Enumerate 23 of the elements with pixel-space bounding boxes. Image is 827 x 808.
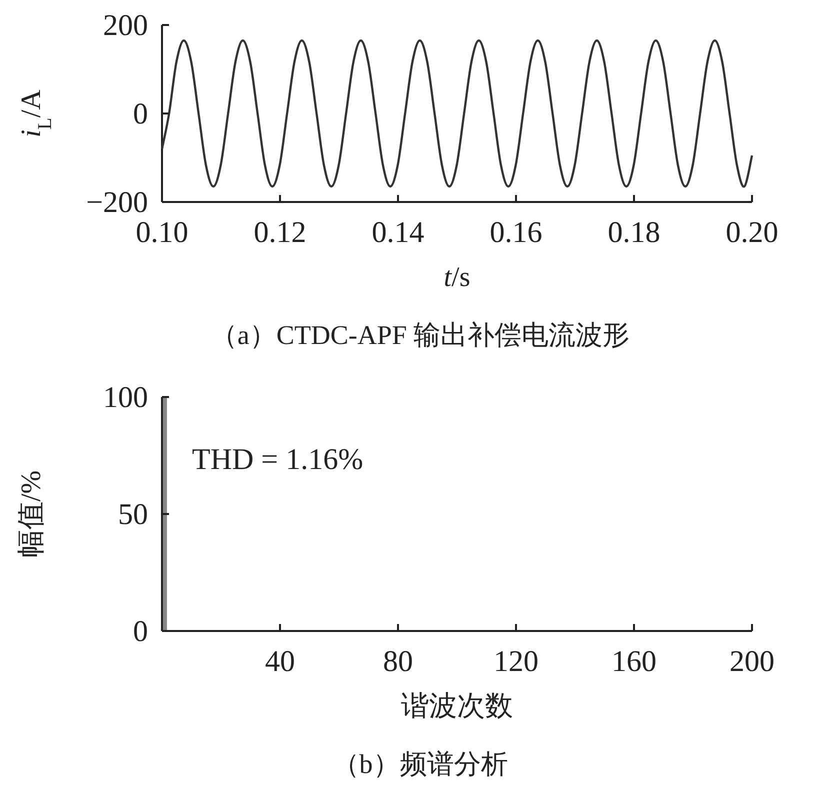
y-tick-label: 200	[103, 9, 148, 42]
x-tick-label: 0.16	[490, 216, 542, 249]
text: （b）频谱分析	[332, 749, 508, 779]
x-tick-label: 120	[494, 645, 538, 678]
x-tick-label: 160	[612, 645, 656, 678]
y-tick-label: 100	[103, 381, 148, 414]
y-tick-label: 0	[133, 98, 148, 130]
x-tick-label: 0.20	[726, 216, 778, 249]
x-tick-label: 0.18	[608, 216, 660, 249]
x-tick-label: 40	[265, 645, 295, 678]
x-axis-title: t/s	[444, 262, 470, 293]
x-axis-title: 谐波次数	[401, 691, 513, 722]
y-axis-title: 幅值/%	[16, 470, 47, 558]
y-tick-label: 50	[118, 498, 148, 531]
x-tick-label: 0.12	[254, 216, 306, 249]
text: （a）CTDC-APF 输出补偿电流波形	[210, 320, 630, 350]
x-tick-label: 200	[730, 645, 774, 678]
y-tick-label: −200	[86, 186, 148, 219]
x-tick-label: 80	[383, 645, 413, 678]
x-tick-label: 0.14	[372, 216, 424, 249]
x-tick-label: 0.10	[136, 216, 188, 249]
y-tick-label: 0	[133, 615, 148, 648]
annotation: THD = 1.16%	[192, 443, 364, 476]
